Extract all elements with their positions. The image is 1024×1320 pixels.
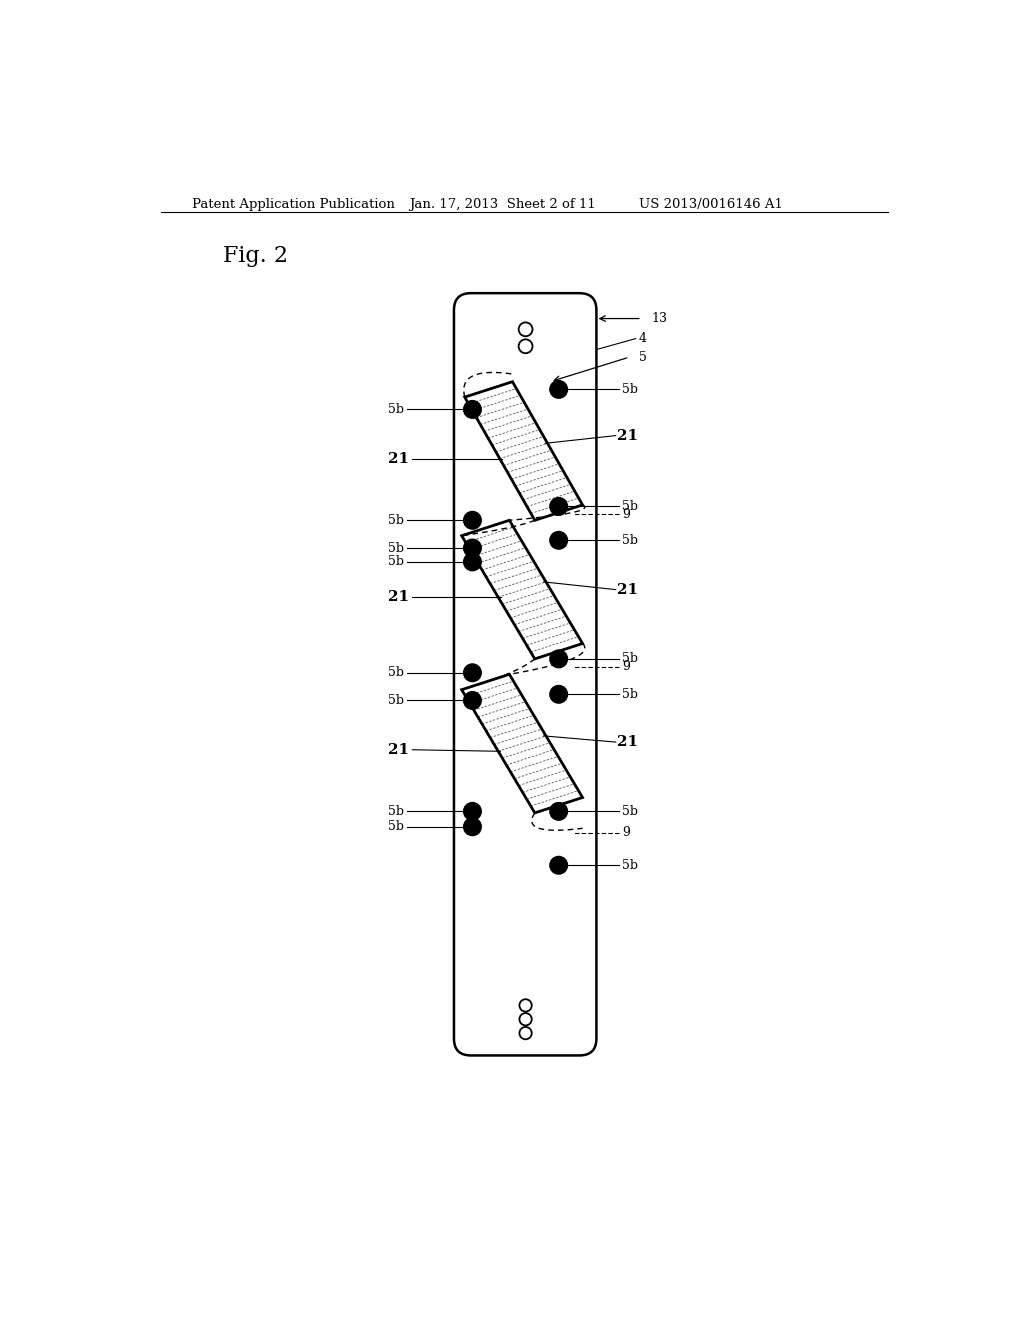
Text: 5b: 5b [622,688,638,701]
Text: 5b: 5b [388,513,403,527]
Text: 21: 21 [617,735,639,748]
Text: Jan. 17, 2013  Sheet 2 of 11: Jan. 17, 2013 Sheet 2 of 11 [410,198,596,211]
Circle shape [464,553,481,570]
Text: 9: 9 [622,508,630,520]
Text: 21: 21 [388,743,409,756]
Text: 21: 21 [388,451,409,466]
FancyBboxPatch shape [454,293,596,1056]
Text: 5b: 5b [388,820,403,833]
Text: 5b: 5b [622,805,638,818]
Polygon shape [465,381,583,520]
Text: 21: 21 [617,429,639,442]
Circle shape [550,651,567,668]
Text: 5: 5 [639,351,646,363]
Polygon shape [462,520,583,659]
Circle shape [550,498,567,515]
Circle shape [464,692,481,709]
Circle shape [464,540,481,557]
Text: 5b: 5b [622,652,638,665]
Text: 21: 21 [388,590,409,605]
Text: 5b: 5b [622,859,638,871]
Text: 9: 9 [622,826,630,840]
Text: Patent Application Publication: Patent Application Publication [193,198,395,211]
Polygon shape [462,675,583,813]
Circle shape [550,803,567,820]
Circle shape [550,381,567,397]
Text: 5b: 5b [388,805,403,818]
Circle shape [464,401,481,418]
Text: 5b: 5b [622,533,638,546]
Circle shape [464,803,481,820]
Text: 5b: 5b [388,694,403,708]
Text: 5b: 5b [388,541,403,554]
Text: US 2013/0016146 A1: US 2013/0016146 A1 [639,198,782,211]
Text: 5b: 5b [388,403,403,416]
Text: 13: 13 [651,312,667,325]
Circle shape [550,857,567,874]
Text: Fig. 2: Fig. 2 [223,244,288,267]
Circle shape [464,512,481,529]
Circle shape [464,664,481,681]
Circle shape [464,818,481,836]
Text: 4: 4 [639,333,647,345]
Text: 5b: 5b [622,383,638,396]
Text: 9: 9 [622,660,630,673]
Circle shape [550,686,567,702]
Circle shape [550,532,567,549]
Text: 21: 21 [617,582,639,597]
Text: 5b: 5b [388,556,403,569]
Text: 5b: 5b [622,500,638,513]
Text: 5b: 5b [388,667,403,680]
